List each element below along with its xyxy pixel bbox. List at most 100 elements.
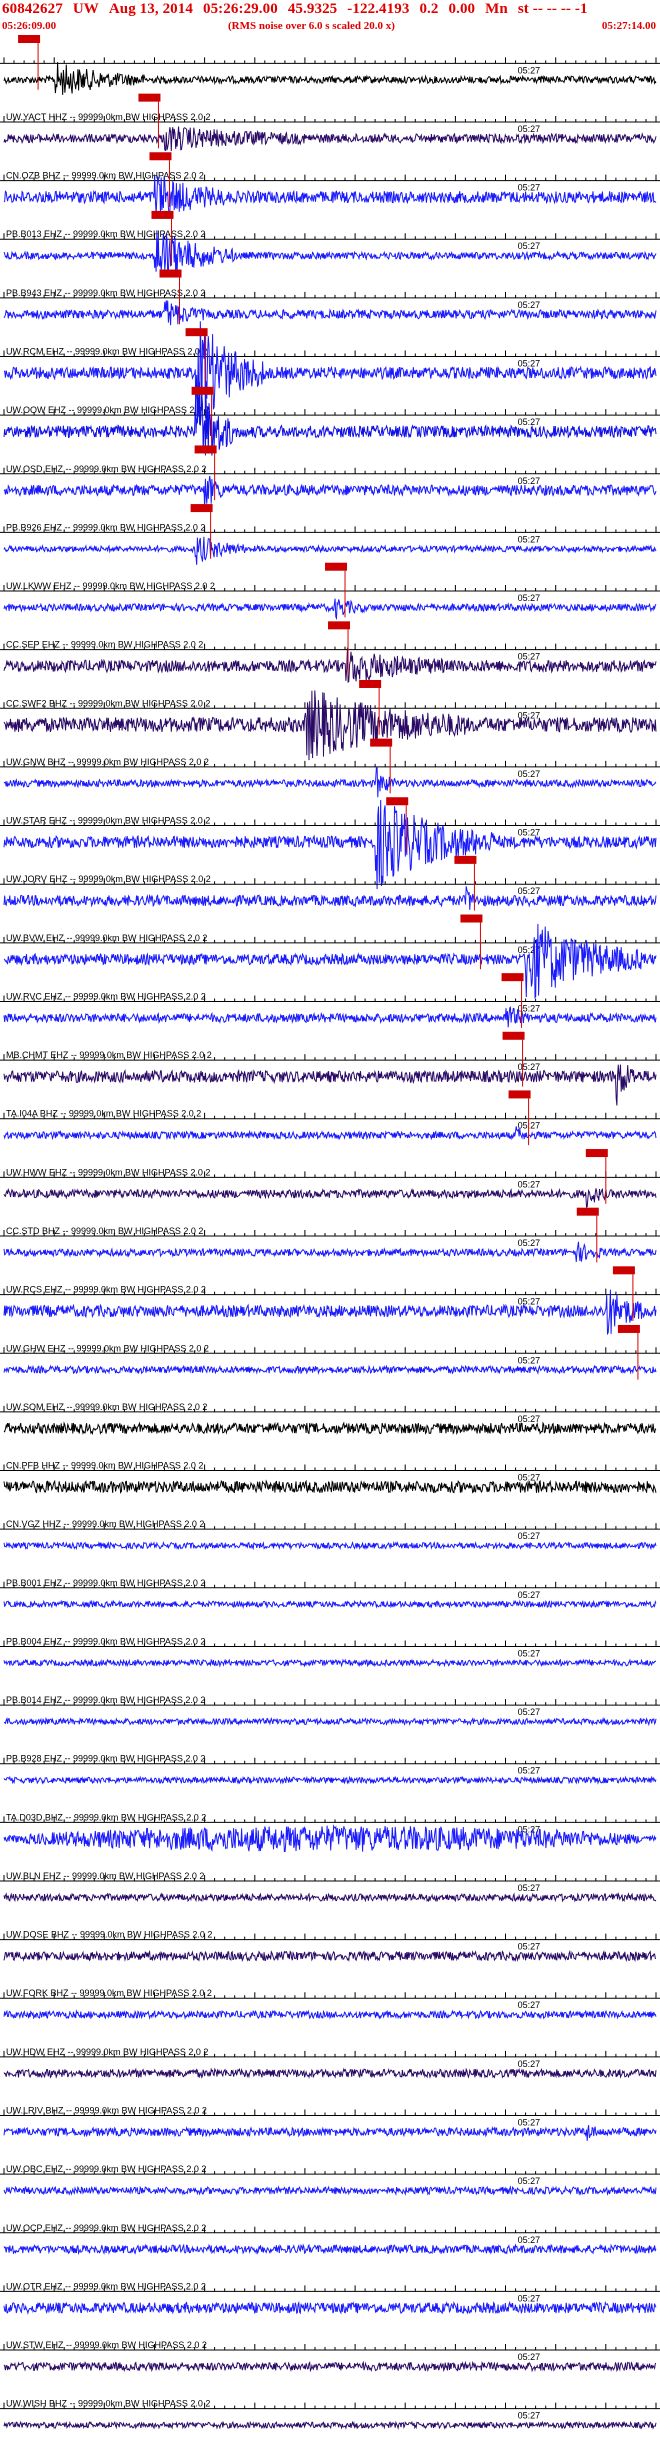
- station-label: PB.B014 EHZ -- 99999.0km BW HIGHPASS 2.0…: [6, 1695, 205, 1705]
- minute-label: 05:27: [518, 2059, 541, 2069]
- axis-ticks: [3, 1581, 657, 1588]
- axis-ticks: [3, 467, 657, 474]
- trace-row: 05:27 CN.PFB HHZ -- 99999.0km BW HIGHPASS…: [0, 1461, 660, 1494]
- axis-ticks: [3, 409, 657, 416]
- minute-label: 05:27: [518, 710, 541, 720]
- axis-ticks: [3, 1992, 657, 1999]
- pick-marker: [151, 210, 174, 219]
- trace-row: 05:27 TA.D03D BHZ -- 99999.0km BW HIGHPAS…: [0, 1812, 660, 1853]
- minute-label: 05:27: [518, 2118, 541, 2128]
- waveform: [3, 230, 657, 275]
- trace-row: 05:27 PB.B926 EHZ -- 99999.0km BW HIGHPAS…: [0, 504, 660, 565]
- pick-marker: [18, 35, 41, 43]
- event-id: 60842627: [2, 1, 63, 17]
- station-label: UW.GNW BHZ -- 99999.0km BW HIGHPASS 2.0 …: [6, 757, 209, 767]
- waveform: [3, 1775, 657, 1785]
- minute-label: 05:27: [518, 1062, 541, 1072]
- axis-ticks: [3, 760, 657, 767]
- axis-ticks: [3, 1171, 657, 1178]
- pick-marker: [508, 1090, 531, 1099]
- axis-ticks: [3, 1464, 657, 1471]
- trace-row: 05:27 PB.B013 EHZ -- 99999.0km BW HIGHPAS…: [0, 210, 660, 275]
- pick-marker: [386, 797, 409, 806]
- waveform: [3, 1126, 657, 1141]
- trace-row: 05:27 UW.HDW EHZ -- 99999.0km BW HIGHPASS…: [0, 2047, 660, 2079]
- scale-note: (RMS noise over 6.0 s scaled 20.0 x): [228, 20, 395, 32]
- minute-label: 05:27: [518, 2352, 541, 2362]
- waveform: [3, 475, 657, 510]
- trace-row: 05:27 PB.B928 EHZ -- 99999.0km BW HIGHPAS…: [0, 1754, 660, 1785]
- minute-label: 05:27: [518, 241, 541, 251]
- minute-label: 05:27: [518, 945, 541, 955]
- minute-label: 05:27: [518, 1824, 541, 1834]
- waveform: [3, 923, 657, 999]
- waveform: [3, 690, 657, 761]
- axis-ticks: [3, 1640, 657, 1647]
- trace-row: 05:27 UW.STW EHZ -- 99999.0km BW HIGHPASS…: [0, 2340, 660, 2373]
- trace-row: 05:27 PB.B004 EHZ -- 99999.0km BW HIGHPAS…: [0, 1636, 660, 1668]
- waveform: [3, 1479, 657, 1494]
- pick-marker: [501, 973, 524, 982]
- minute-label: 05:27: [518, 2235, 541, 2245]
- trace-row: 05:27 UW.GHW EHZ -- 99999.0km BW HIGHPASS…: [0, 1324, 660, 1380]
- station-label: UW.RVC EHZ -- 99999.0km BW HIGHPASS 2.0 …: [6, 991, 206, 1001]
- pick-marker: [194, 445, 217, 454]
- waveform: [3, 1716, 657, 1727]
- trace-row: 05:27 UW.RCM EHZ -- 99999.0km BW HIGHPASS…: [0, 321, 660, 434]
- trace-row: 05:27 UW.OBC EHZ -- 99999.0km BW HIGHPASS…: [0, 2164, 660, 2196]
- axis-ticks: [3, 1405, 657, 1412]
- station-label: PB.B001 EHZ -- 99999.0km BW HIGHPASS 2.0…: [6, 1578, 205, 1588]
- pick-marker: [370, 738, 393, 747]
- trace-row: 05:27: [0, 35, 660, 95]
- waveform: [3, 2009, 657, 2020]
- minute-label: 05:27: [518, 2176, 541, 2186]
- pick-marker: [359, 679, 382, 688]
- axis-ticks: [3, 174, 657, 181]
- station-label: UW.RCM EHZ -- 99999.0km BW HIGHPASS 2.0 …: [6, 346, 207, 356]
- minute-label: 05:27: [518, 1179, 541, 1189]
- minute-label: 05:27: [518, 886, 541, 896]
- plot-header: 60842627 UW Aug 13, 2014 05:26:29.00 45.9325…: [0, 0, 660, 34]
- station-label: TA.I04A BHZ -- 99999.0km BW HIGHPASS 2.0…: [6, 1109, 201, 1119]
- axis-ticks: [3, 1933, 657, 1940]
- axis-ticks: [3, 585, 657, 592]
- minute-label: 05:27: [518, 828, 541, 838]
- event-title: 60842627 UW Aug 13, 2014 05:26:29.00 45.9325…: [2, 1, 598, 18]
- minute-label: 05:27: [518, 1707, 541, 1717]
- station-label: UW.WISH BHZ -- 99999.0km BW HIGHPASS 2.0…: [6, 2399, 210, 2409]
- trace-row: 05:27 PB.B943 EHZ -- 99999.0km BW HIGHPAS…: [0, 269, 660, 326]
- minute-label: 05:27: [518, 593, 541, 603]
- waveform: [3, 300, 657, 326]
- station-label: UW.STW EHZ -- 99999.0km BW HIGHPASS 2.0 …: [6, 2340, 207, 2350]
- station-label: UW.YACT HHZ -- 99999.0km BW HIGHPASS 2.0…: [6, 112, 211, 122]
- station-label: UW.OCP EHZ -- 99999.0km BW HIGHPASS 2.0 …: [6, 2223, 206, 2233]
- minute-label: 05:27: [518, 1942, 541, 1952]
- magnitude-type: Mn: [485, 1, 508, 17]
- axis-ticks: [3, 936, 657, 943]
- waveform: [3, 536, 657, 565]
- axis-ticks: [3, 1054, 657, 1061]
- trace-row: 05:27 UW.OCP EHZ -- 99999.0km BW HIGHPASS…: [0, 2223, 660, 2256]
- waveform: [3, 175, 657, 217]
- station-label: PB.B926 EHZ -- 99999.0km BW HIGHPASS 2.0…: [6, 522, 205, 532]
- station-label: CC.STD BHZ -- 99999.0km BW HIGHPASS 2.0 …: [6, 1226, 203, 1236]
- pick-marker: [185, 328, 208, 337]
- waveform: [3, 886, 657, 910]
- station-label: UW.FORK BHZ -- 99999.0km BW HIGHPASS 2.0…: [6, 1988, 212, 1998]
- axis-ticks: [3, 57, 657, 64]
- pick-marker: [191, 386, 214, 395]
- trace-row: 05:27 UW.STAR EHZ -- 99999.0km BW HIGHPAS…: [0, 797, 660, 890]
- station-label: PB.B928 EHZ -- 99999.0km BW HIGHPASS 2.0…: [6, 1754, 205, 1764]
- station-label: CC.SWF2 BHZ -- 99999.0km BW HIGHPASS 2.0…: [6, 698, 210, 708]
- waveform: [3, 1187, 657, 1208]
- station-label: PB.B013 EHZ -- 99999.0km BW HIGHPASS 2.0…: [6, 229, 205, 239]
- waveform: [3, 647, 657, 684]
- minute-label: 05:27: [518, 2293, 541, 2303]
- waveform: [3, 2360, 657, 2373]
- trace-row: 05:27 CN.VGZ HHZ -- 99999.0km BW HIGHPASS…: [0, 1519, 660, 1551]
- trace-row: 05:27 UW.OOW EHZ -- 99999.0km BW HIGHPASS…: [0, 374, 660, 456]
- axis-ticks: [3, 1874, 657, 1881]
- trace-row: 05:27 UW.BLN EHZ -- 99999.0km BW HIGHPASS…: [0, 1871, 660, 1903]
- trace-row: 05:27 UW.SOM EHZ -- 99999.0km BW HIGHPASS…: [0, 1402, 660, 1436]
